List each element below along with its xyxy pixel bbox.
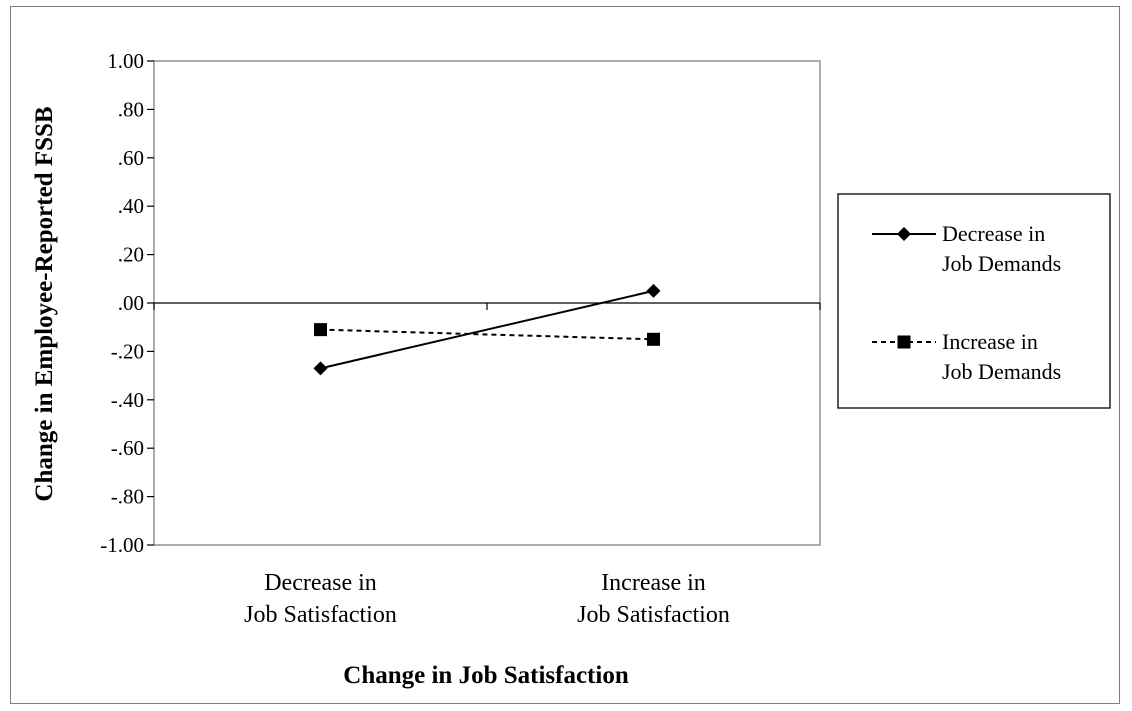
x-category-label-line: Job Satisfaction — [577, 602, 730, 628]
plot-area — [153, 60, 821, 546]
series-line — [320, 289, 654, 370]
y-tick-label: -1.00 — [100, 533, 144, 557]
y-tick-label: .20 — [118, 243, 144, 267]
data-point-square — [647, 332, 660, 346]
x-axis-categories: Decrease in Job Satisfaction Increase in Jo… — [244, 570, 730, 628]
y-tick-label: .40 — [118, 194, 144, 218]
data-point-square — [314, 323, 327, 337]
legend-label-line: Job Demands — [942, 251, 1061, 276]
series-1 — [313, 283, 661, 376]
x-category-label-line: Decrease in — [264, 570, 377, 596]
y-tick-label: .80 — [118, 97, 144, 121]
data-point-diamond — [646, 283, 661, 298]
y-tick-label: 1.00 — [107, 49, 144, 73]
x-category-label-line: Increase in — [601, 570, 706, 596]
data-point-diamond — [313, 361, 328, 376]
y-tick-label: .60 — [118, 146, 144, 170]
legend-label-line: Decrease in — [942, 221, 1045, 246]
y-axis-title: Change in Employee-Reported FSSB — [31, 106, 58, 501]
x-category-label: Decrease in Job Satisfaction — [244, 570, 397, 628]
x-axis-title: Change in Job Satisfaction — [343, 662, 629, 689]
y-tick-label: .00 — [118, 291, 144, 315]
legend-label-line: Increase in — [942, 329, 1038, 354]
y-tick-label: -.60 — [111, 436, 144, 460]
legend-entry: Increase in Job Demands — [872, 329, 1061, 384]
series-group — [313, 283, 661, 376]
y-tick-label: -.80 — [111, 485, 144, 509]
legend-box — [837, 193, 1111, 409]
y-tick-label: -.20 — [111, 339, 144, 363]
data-point-square — [897, 335, 911, 349]
legend: Decrease in Job Demands Increase in Job Dem… — [837, 193, 1111, 409]
legend-label-line: Job Demands — [942, 359, 1061, 384]
y-axis-ticks: 1.00 .80 .60 .40 .20 .00 -.20 -.40 -.60 -.80 -1.00 — [100, 49, 154, 557]
legend-entry: Decrease in Job Demands — [872, 221, 1061, 276]
series-2 — [314, 323, 660, 346]
x-category-label: Increase in Job Satisfaction — [577, 570, 730, 628]
data-point-diamond — [897, 227, 911, 241]
x-category-label-line: Job Satisfaction — [244, 602, 397, 628]
y-tick-label: -.40 — [111, 388, 144, 412]
series-line — [320, 328, 654, 341]
